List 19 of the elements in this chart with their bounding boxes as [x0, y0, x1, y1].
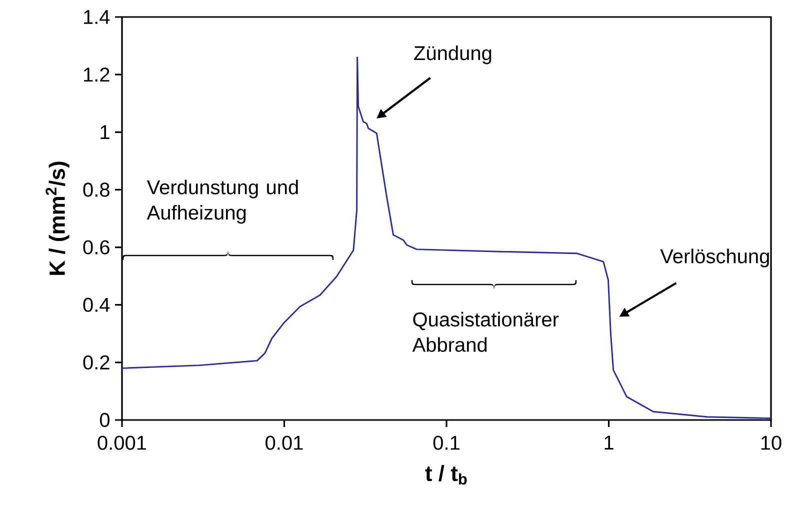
- y-tick-label: 0.2: [83, 355, 110, 370]
- x-tick-label: 0.1: [433, 436, 460, 450]
- x-axis-title: t / t$_{b}$: [425, 465, 467, 485]
- y-tick-label: 0.8: [83, 182, 110, 197]
- y-tick-label: 1.4: [84, 10, 110, 24]
- y-axis-title: K / (mm$^{2}$/s): [46, 162, 70, 275]
- annotation: Verlöschung: [660, 248, 769, 268]
- x-tick-label: 0.001: [98, 436, 146, 450]
- y-tick-label: 0.6: [83, 240, 110, 254]
- y-tick-label: 1.2: [84, 68, 110, 82]
- annotation: Quasistationärer Abbrand: [412, 312, 559, 352]
- annotation: Zündung: [414, 46, 492, 64]
- y-tick-label: 0: [100, 412, 110, 428]
- x-tick-label: 10: [761, 436, 782, 450]
- x-tick-label: 0.01: [266, 436, 303, 450]
- y-tick-label: 1: [100, 125, 110, 140]
- y-tick-label: 0.4: [83, 298, 110, 312]
- x-tick-label: 1: [604, 436, 614, 450]
- annotation: Verdunstung und Aufheizung: [146, 180, 298, 224]
